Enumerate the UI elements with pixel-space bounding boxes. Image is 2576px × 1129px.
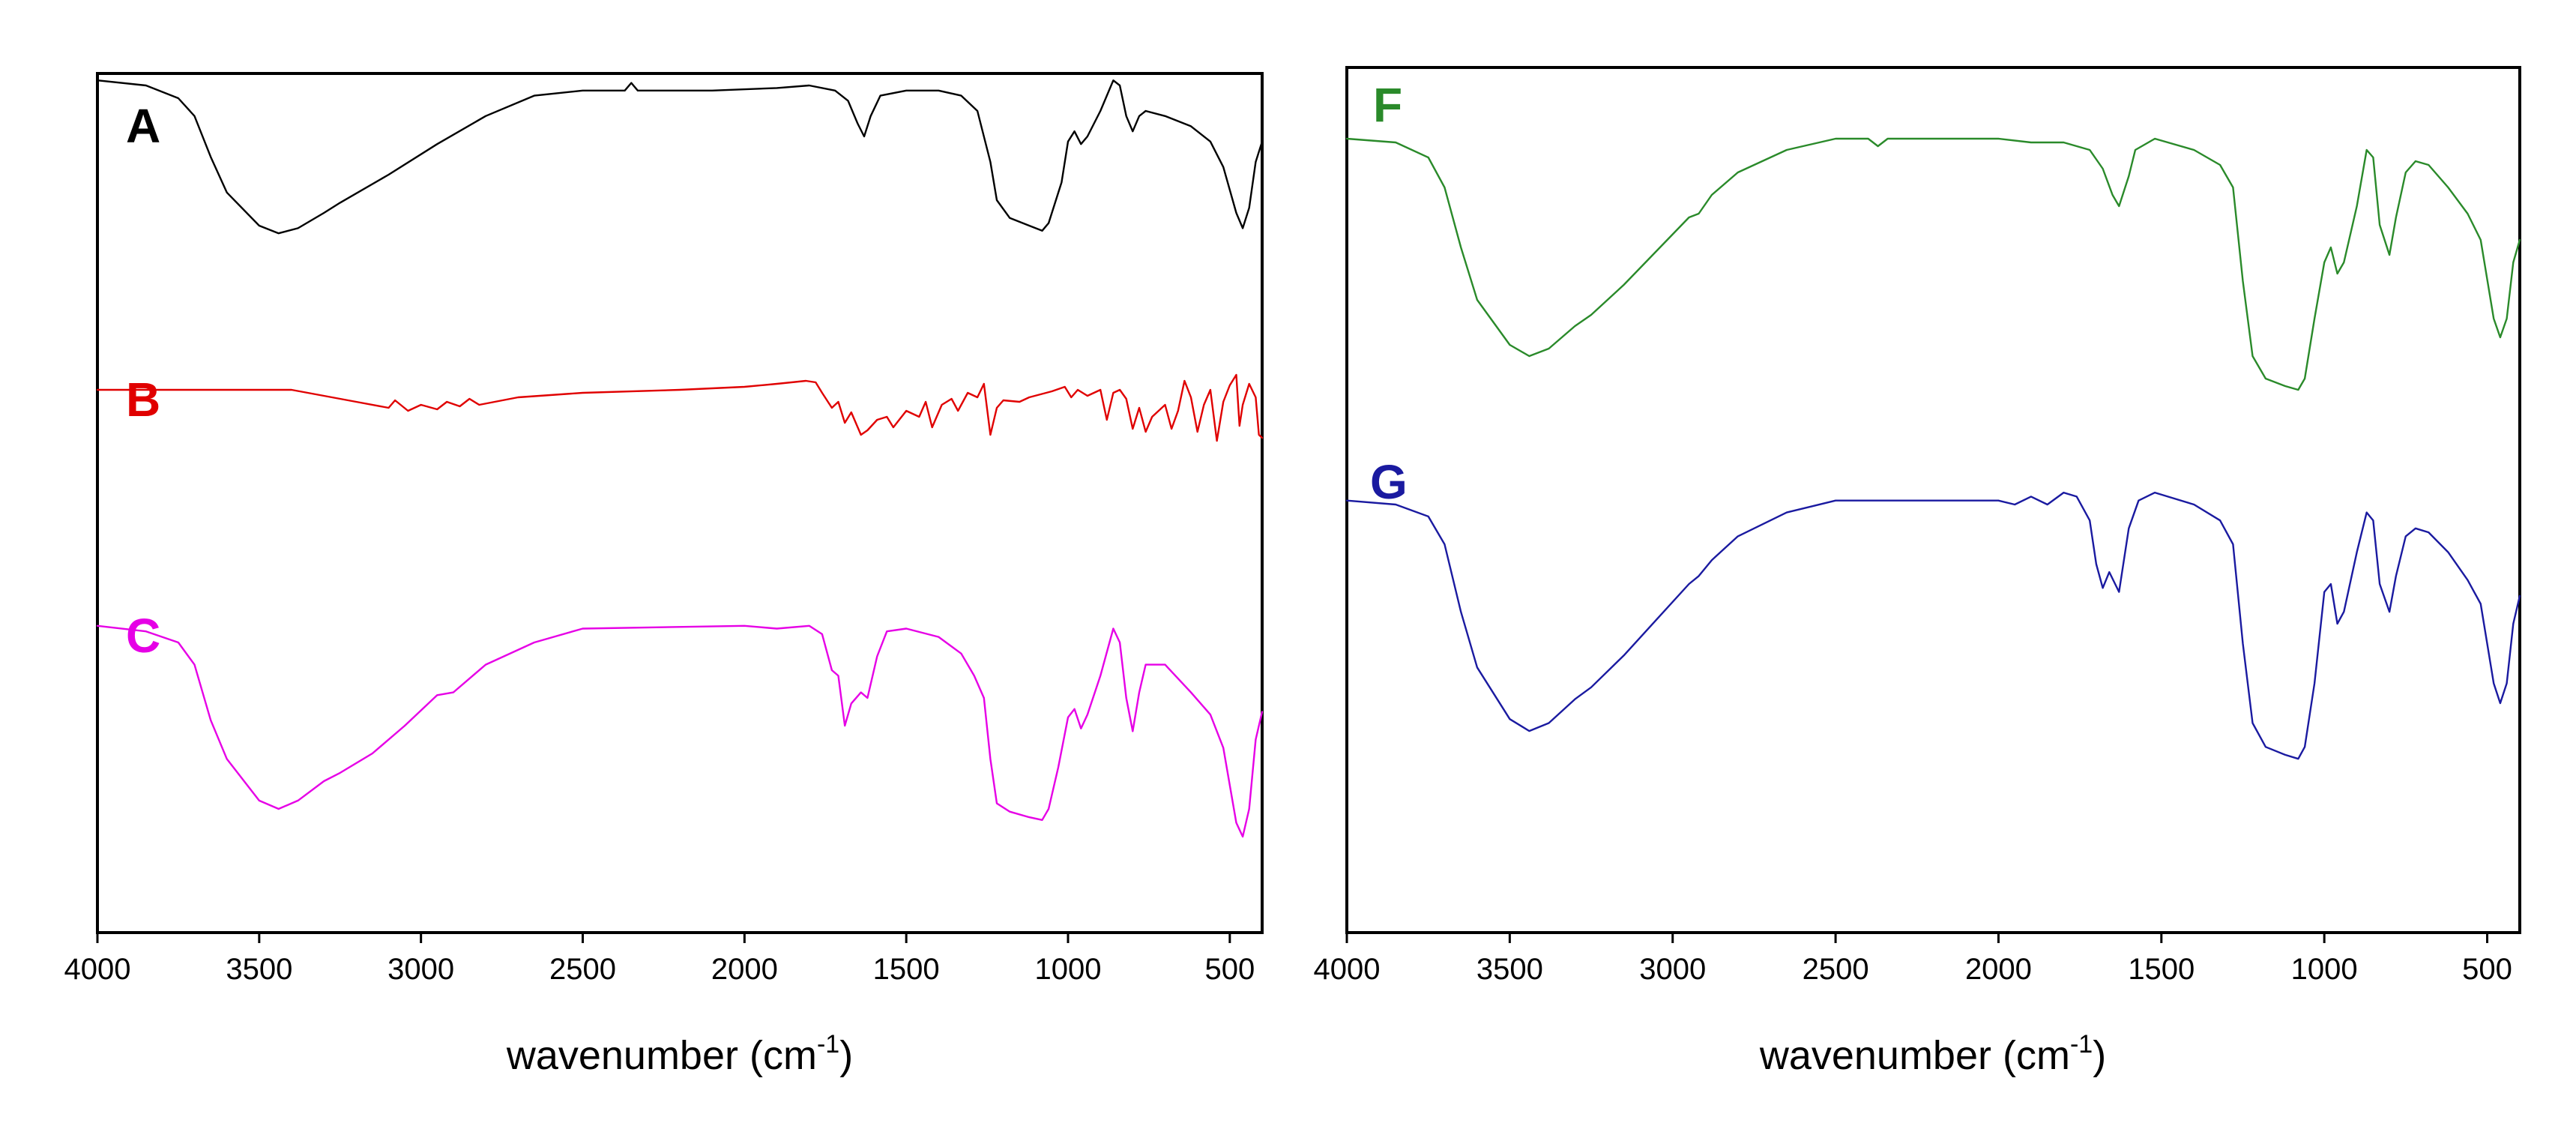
series-label-b: B bbox=[126, 373, 160, 427]
x-tick-label: 2500 bbox=[549, 953, 616, 986]
x-tick: 4000 bbox=[64, 933, 131, 986]
x-tick: 3500 bbox=[1476, 933, 1543, 986]
x-tick: 500 bbox=[2462, 933, 2512, 986]
x-tick-label: 3500 bbox=[226, 953, 292, 986]
x-tick-label: 500 bbox=[2462, 953, 2512, 986]
x-tick: 1500 bbox=[873, 933, 940, 986]
x-tick: 1000 bbox=[1035, 933, 1102, 986]
x-tick-label: 4000 bbox=[64, 953, 131, 986]
x-tick-label: 1000 bbox=[1035, 953, 1102, 986]
spectrum-trace-a bbox=[96, 79, 1264, 235]
spectrum-trace-g bbox=[1345, 491, 2521, 760]
x-tick: 3500 bbox=[226, 933, 292, 986]
x-tick: 2000 bbox=[711, 933, 778, 986]
x-tick-label: 3500 bbox=[1476, 953, 1543, 986]
x-tick: 1000 bbox=[2291, 933, 2358, 986]
x-tick-label: 2000 bbox=[711, 953, 778, 986]
x-tick-label: 3000 bbox=[387, 953, 454, 986]
x-tick-label: 1500 bbox=[2128, 953, 2195, 986]
x-tick: 500 bbox=[1204, 933, 1255, 986]
x-tick-label: 3000 bbox=[1639, 953, 1706, 986]
x-tick: 2500 bbox=[549, 933, 616, 986]
left-traces: A B C bbox=[96, 79, 1264, 838]
x-tick: 2500 bbox=[1803, 933, 1869, 986]
x-tick-label: 2000 bbox=[1965, 953, 2032, 986]
x-tick-label: 1000 bbox=[2291, 953, 2358, 986]
x-tick-label: 1500 bbox=[873, 953, 940, 986]
right-traces: FG bbox=[1345, 78, 2521, 760]
spectrum-trace-f bbox=[1345, 137, 2521, 391]
series-label-a: A bbox=[126, 99, 160, 153]
right-spectra-panel: 4000 3500 3000 2500 2000 1500 1000 500 FG waven… bbox=[1314, 66, 2521, 1078]
spectrum-trace-c bbox=[96, 624, 1264, 838]
series-label-f: F bbox=[1373, 78, 1402, 132]
x-tick: 4000 bbox=[1314, 933, 1381, 986]
left-x-axis-label: wavenumber (cm-1) bbox=[506, 1030, 853, 1078]
series-label-g: G bbox=[1370, 455, 1408, 509]
x-tick: 2000 bbox=[1965, 933, 2032, 986]
x-tick-label: 2500 bbox=[1803, 953, 1869, 986]
spectrum-trace-b bbox=[96, 373, 1264, 442]
x-tick-label: 4000 bbox=[1314, 953, 1381, 986]
x-tick: 1500 bbox=[2128, 933, 2195, 986]
left-x-ticks: 4000 3500 3000 2500 2000 1500 1000 500 bbox=[64, 933, 1255, 986]
right-x-ticks: 4000 3500 3000 2500 2000 1500 1000 500 bbox=[1314, 933, 2512, 986]
x-tick-label: 500 bbox=[1204, 953, 1255, 986]
series-label-c: C bbox=[126, 609, 160, 663]
left-plot-frame bbox=[96, 72, 1264, 934]
left-spectra-panel: 4000 3500 3000 2500 2000 1500 1000 500 A B C wave… bbox=[64, 72, 1264, 1078]
right-x-axis-label: wavenumber (cm-1) bbox=[1759, 1030, 2106, 1078]
x-tick: 3000 bbox=[387, 933, 454, 986]
x-tick: 3000 bbox=[1639, 933, 1706, 986]
